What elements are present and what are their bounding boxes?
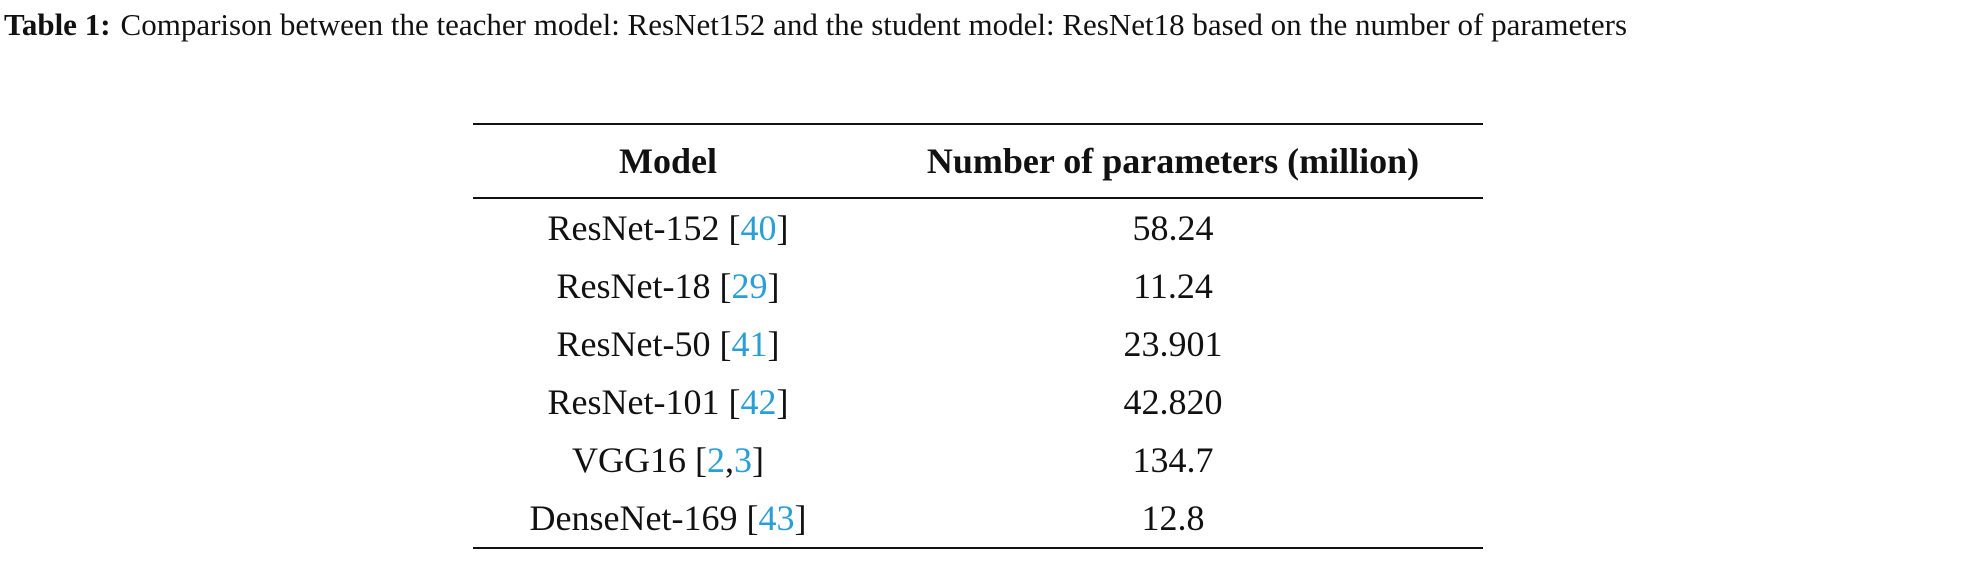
- citation-number: 29: [731, 266, 768, 306]
- model-cell: VGG16 [2,3]: [473, 431, 863, 489]
- citation: [41]: [719, 324, 780, 364]
- model-name: VGG16: [572, 440, 686, 480]
- parameters-cell: 58.24: [1132, 208, 1214, 248]
- table-row: DenseNet-169 [43] 12.8: [473, 489, 1483, 549]
- caption-text: Comparison between the teacher model: Re…: [120, 7, 1628, 42]
- model-cell: ResNet-152 [40]: [473, 198, 863, 257]
- citation-number: 42: [740, 382, 777, 422]
- citation: [42]: [728, 382, 789, 422]
- model-cell: DenseNet-169 [43]: [473, 489, 863, 549]
- model-cell: ResNet-50 [41]: [473, 315, 863, 373]
- citation-number: 43: [758, 498, 795, 538]
- citation-number: 40: [740, 208, 777, 248]
- citation: [2,3]: [695, 440, 764, 480]
- parameters-cell: 11.24: [1133, 266, 1213, 306]
- model-name: ResNet-50: [556, 324, 711, 364]
- header-cell: Model: [473, 123, 863, 199]
- table-caption: Table 1: Comparison between the teacher m…: [4, 2, 1956, 48]
- citation: [43]: [746, 498, 807, 538]
- table-row: ResNet-18 [29] 11.24: [473, 257, 1483, 315]
- model-name: DenseNet-169: [529, 498, 738, 538]
- caption-label: Table 1:: [4, 7, 111, 42]
- table-row: ResNet-101 [42] 42.820: [473, 373, 1483, 431]
- table-body: ResNet-152 [40] 58.24 ResNet-18 [29] 11.24 R…: [473, 198, 1483, 549]
- header-row: Model Number of parameters (million): [473, 123, 1483, 199]
- parameters-cell: 23.901: [1123, 324, 1223, 364]
- model-name: ResNet-152: [547, 208, 720, 248]
- header-cell: Number of parameters (million): [863, 123, 1483, 199]
- table-row: VGG16 [2,3] 134.7: [473, 431, 1483, 489]
- model-name: ResNet-101: [547, 382, 720, 422]
- model-cell: ResNet-101 [42]: [473, 373, 863, 431]
- citation: [40]: [728, 208, 789, 248]
- model-cell: ResNet-18 [29]: [473, 257, 863, 315]
- parameters-cell: 42.820: [1123, 382, 1223, 422]
- citation-number: 41: [731, 324, 768, 364]
- parameters-cell: 12.8: [863, 489, 1483, 549]
- citation-number: 3: [734, 440, 752, 480]
- citation: [29]: [719, 266, 780, 306]
- parameters-table: Model Number of parameters (million) Res…: [473, 123, 1483, 549]
- citation-number: 2: [707, 440, 725, 480]
- model-name: ResNet-18: [556, 266, 711, 306]
- parameters-cell: 134.7: [1132, 440, 1214, 480]
- table-row: ResNet-50 [41] 23.901: [473, 315, 1483, 373]
- table-row: ResNet-152 [40] 58.24: [473, 198, 1483, 257]
